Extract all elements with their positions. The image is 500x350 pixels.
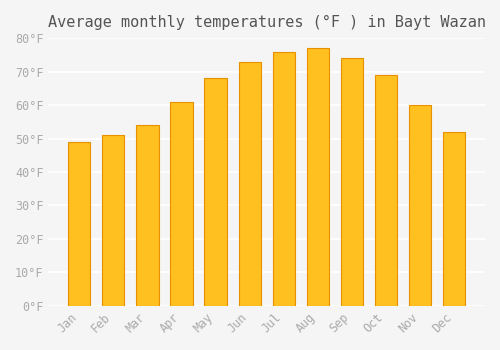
Bar [170,102,192,306]
Bar [136,125,158,306]
Bar [409,105,431,306]
Bar [341,58,363,306]
Bar [68,142,90,306]
Bar [102,135,124,306]
Bar [443,132,465,306]
Bar [272,51,295,306]
Bar [204,78,227,306]
Bar [238,62,260,306]
Bar [306,48,329,306]
Bar [375,75,397,306]
Title: Average monthly temperatures (°F ) in Bayt Wazan: Average monthly temperatures (°F ) in Ba… [48,15,486,30]
